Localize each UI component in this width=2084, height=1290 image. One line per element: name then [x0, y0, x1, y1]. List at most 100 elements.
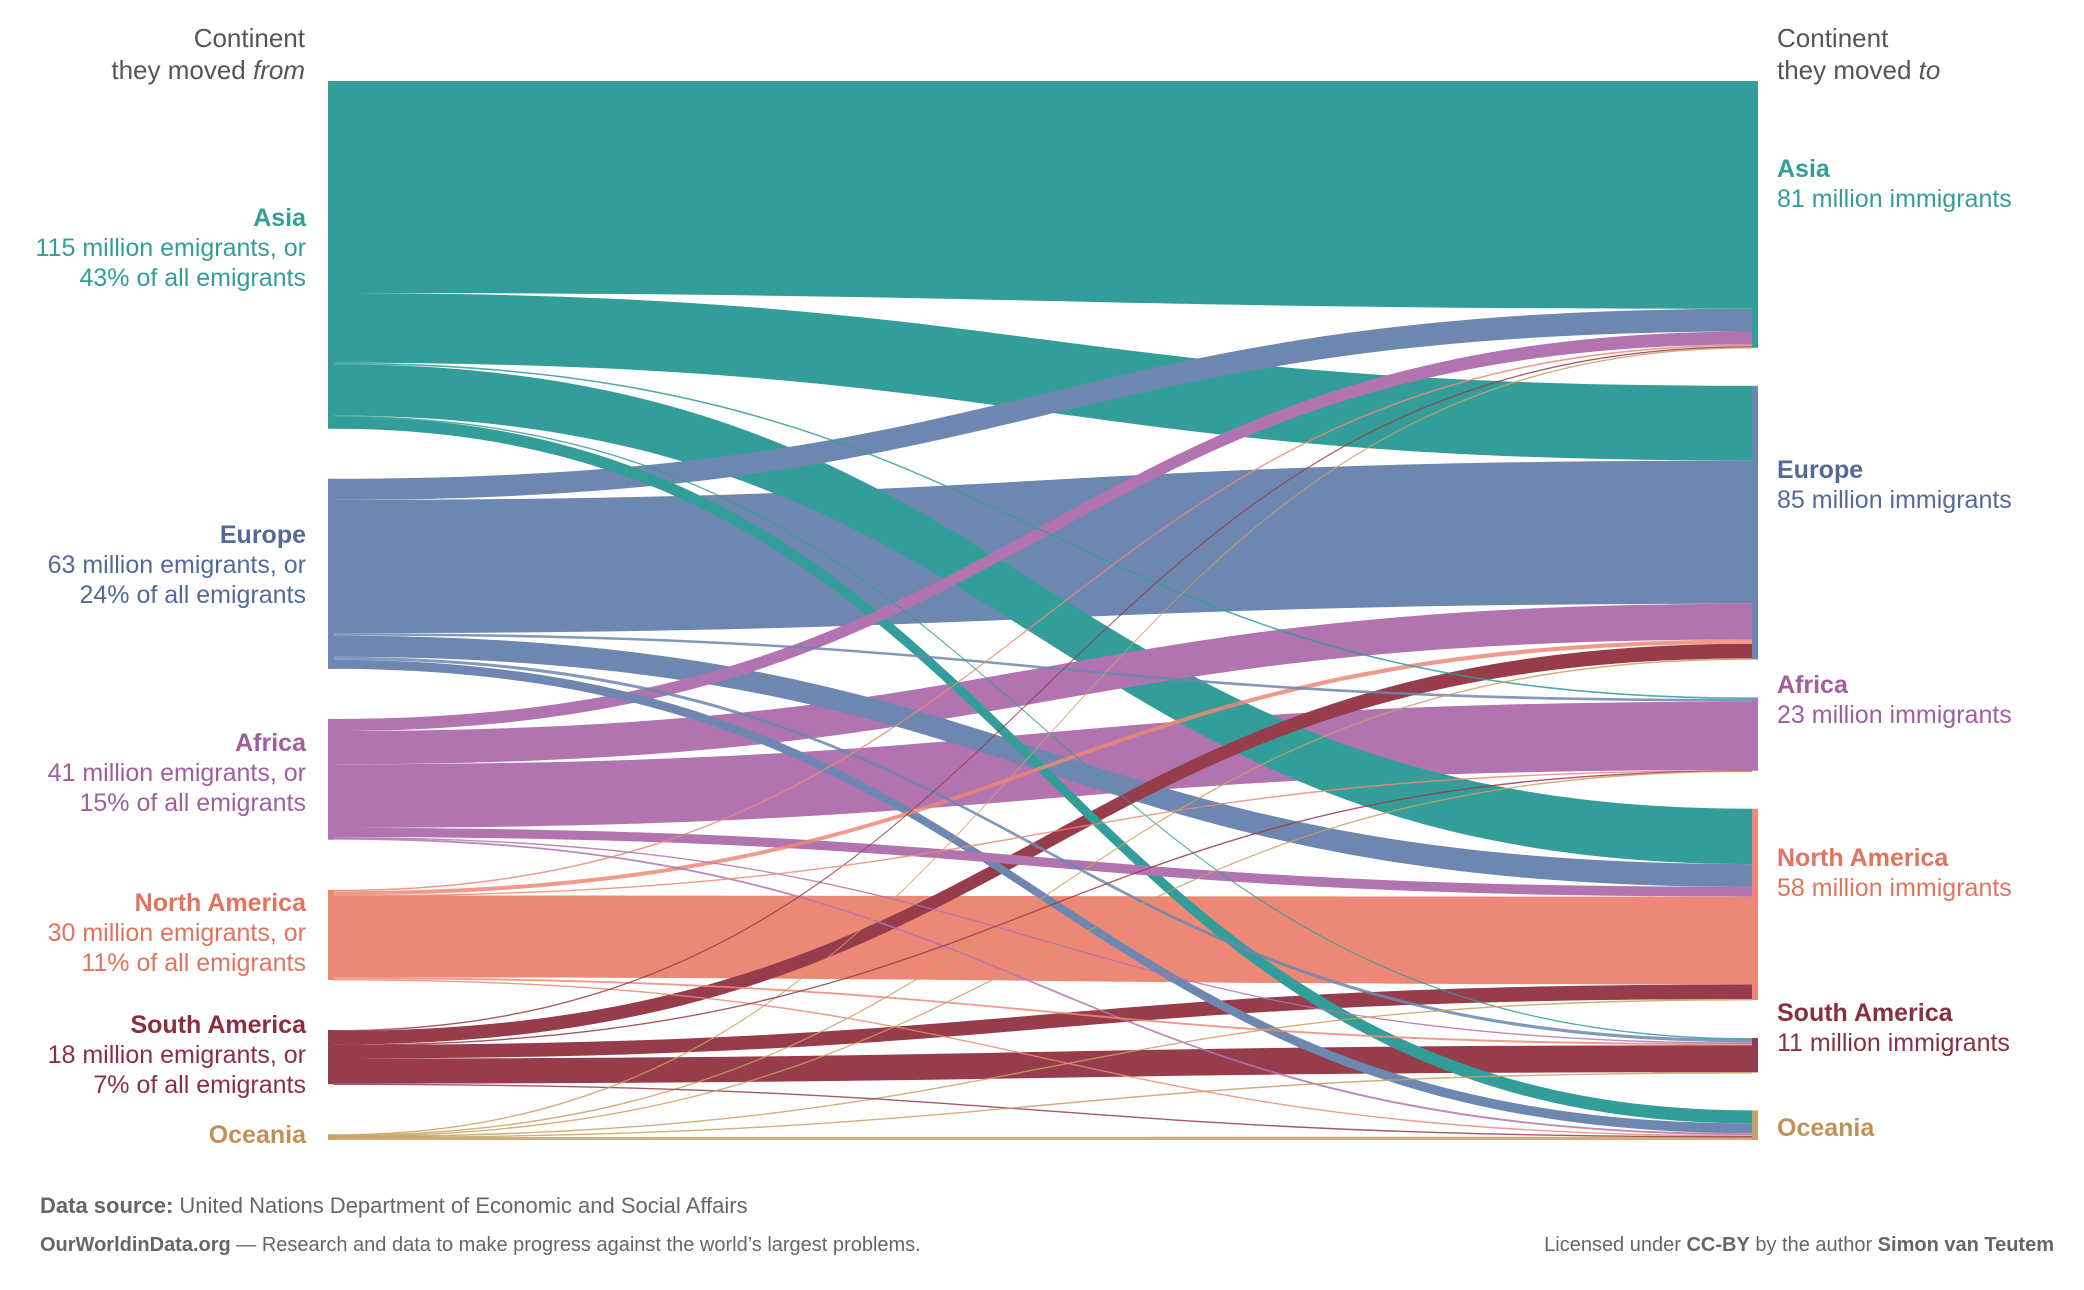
destination-bar-oceania: [1752, 1110, 1758, 1140]
origin-header: Continent they moved from: [40, 22, 305, 86]
flow-oceania-to-europe: [334, 658, 1752, 1137]
destination-name: Oceania: [1777, 1114, 1875, 1142]
destination-count: 23 million immigrants: [1777, 701, 2012, 729]
data-source-note: Data source: United Nations Department o…: [40, 1193, 748, 1219]
origin-bar-asia: [328, 81, 334, 429]
destination-name: Europe: [1777, 456, 1864, 484]
owid-link[interactable]: OurWorldinData.org: [40, 1234, 231, 1256]
flow-south-america-to-south-america: [334, 1045, 1752, 1084]
origin-bar-africa: [328, 718, 334, 840]
flow-africa-to-north-america: [334, 827, 1752, 897]
license-prefix: Licensed under: [1544, 1234, 1687, 1256]
flow-europe-to-south-america: [334, 656, 1752, 1043]
destination-count: 81 million immigrants: [1777, 185, 2012, 213]
destination-bar-africa: [1752, 697, 1758, 771]
destination-label-asia: Asia 81 million immigrants: [1777, 154, 2067, 214]
origin-share: 11% of all emigrants: [81, 949, 306, 977]
license-note: Licensed under CC-BY by the author Simon…: [1544, 1234, 2054, 1257]
origin-bar-oceania: [328, 1134, 334, 1140]
origin-name: South America: [130, 1011, 306, 1039]
flow-asia-to-africa: [334, 362, 1752, 700]
destination-bar-south-america: [1752, 1038, 1758, 1073]
destination-bar-europe: [1752, 385, 1758, 660]
flow-north-america-to-oceania: [334, 979, 1752, 1137]
flow-asia-to-oceania: [334, 416, 1752, 1124]
flow-oceania-to-asia: [334, 347, 1752, 1136]
flow-south-america-to-oceania: [334, 1083, 1752, 1138]
origin-share: 7% of all emigrants: [93, 1071, 306, 1099]
flow-asia-to-asia: [334, 81, 1752, 309]
origin-label-africa: Africa 41 million emigrants, or 15% of a…: [5, 728, 306, 818]
license-middle: by the author: [1749, 1234, 1878, 1256]
flow-oceania-to-africa: [334, 770, 1752, 1138]
flow-europe-to-north-america: [334, 635, 1752, 887]
origin-name: Oceania: [208, 1121, 306, 1149]
data-source-text: United Nations Department of Economic an…: [173, 1193, 748, 1218]
origin-count: 30 million emigrants, or: [47, 919, 306, 947]
origin-bar-north-america: [328, 889, 334, 981]
origin-bar-south-america: [328, 1030, 334, 1085]
destination-label-south-america: South America 11 million immigrants: [1777, 998, 2067, 1058]
origin-share: 15% of all emigrants: [79, 789, 306, 817]
origin-count: 115 million emigrants, or: [35, 234, 306, 262]
origin-name: Europe: [219, 521, 306, 549]
flow-south-america-to-north-america: [334, 984, 1752, 1059]
flows-layer: [334, 81, 1752, 1140]
flow-asia-to-north-america: [334, 364, 1752, 865]
origin-label-north-america: North America 30 million emigrants, or 1…: [5, 888, 306, 978]
origin-label-europe: Europe 63 million emigrants, or 24% of a…: [5, 520, 306, 610]
flow-africa-to-oceania: [334, 837, 1752, 1136]
owid-tagline: — Research and data to make progress aga…: [230, 1234, 921, 1256]
origin-name: Africa: [235, 729, 306, 757]
flow-europe-to-oceania: [334, 659, 1752, 1134]
destination-name: Africa: [1777, 671, 1848, 699]
origin-share: 43% of all emigrants: [79, 264, 306, 292]
destination-label-north-america: North America 58 million immigrants: [1777, 843, 2067, 903]
destination-label-europe: Europe 85 million immigrants: [1777, 455, 2067, 515]
flow-europe-to-europe: [334, 460, 1752, 634]
flow-north-america-to-africa: [334, 769, 1752, 897]
destination-header-line2: they moved: [1777, 55, 1919, 85]
destination-name: South America: [1777, 999, 1953, 1027]
flow-south-america-to-asia: [334, 346, 1752, 1032]
flow-oceania-to-oceania: [334, 1136, 1752, 1140]
destination-bar-north-america: [1752, 808, 1758, 1001]
flow-south-america-to-africa: [334, 770, 1752, 1046]
origin-header-emphasis: from: [253, 55, 305, 85]
destination-header: Continent they moved to: [1777, 22, 2057, 86]
license-author: Simon van Teutem: [1877, 1234, 2054, 1256]
destination-count: 11 million immigrants: [1777, 1029, 2010, 1057]
origin-header-line1: Continent: [193, 23, 305, 53]
license-link[interactable]: CC-BY: [1686, 1234, 1750, 1256]
flow-oceania-to-south-america: [334, 1072, 1752, 1139]
origin-bar-europe: [328, 478, 334, 669]
flow-oceania-to-north-america: [334, 999, 1752, 1138]
flow-north-america-to-europe: [334, 639, 1752, 896]
origin-share: 24% of all emigrants: [79, 581, 306, 609]
destination-name: North America: [1777, 844, 1949, 872]
destination-bar-asia: [1752, 81, 1758, 348]
origin-count: 63 million emigrants, or: [47, 551, 306, 579]
origin-count: 41 million emigrants, or: [47, 759, 306, 787]
owid-note: OurWorldinData.org — Research and data t…: [40, 1234, 921, 1257]
flow-north-america-to-south-america: [334, 977, 1752, 1046]
destination-label-oceania: Oceania: [1777, 1113, 2067, 1143]
origin-header-line2: they moved: [111, 55, 253, 85]
origin-count: 18 million emigrants, or: [47, 1041, 306, 1069]
destination-count: 58 million immigrants: [1777, 874, 2012, 902]
flow-europe-to-asia: [334, 308, 1752, 500]
origin-name: North America: [134, 889, 306, 917]
nodes-layer: [328, 81, 1758, 1140]
data-source-label: Data source:: [40, 1193, 174, 1218]
flow-europe-to-africa: [334, 633, 1752, 702]
flow-asia-to-south-america: [334, 415, 1752, 1040]
destination-header-emphasis: to: [1918, 55, 1941, 85]
flow-south-america-to-europe: [334, 643, 1752, 1045]
origin-label-south-america: South America 18 million emigrants, or 7…: [5, 1010, 306, 1100]
flow-africa-to-south-america: [334, 837, 1752, 1044]
destination-count: 85 million immigrants: [1777, 486, 2012, 514]
origin-label-asia: Asia 115 million emigrants, or 43% of al…: [5, 203, 306, 293]
destination-header-line1: Continent: [1777, 23, 1889, 53]
flow-africa-to-europe: [334, 603, 1752, 765]
